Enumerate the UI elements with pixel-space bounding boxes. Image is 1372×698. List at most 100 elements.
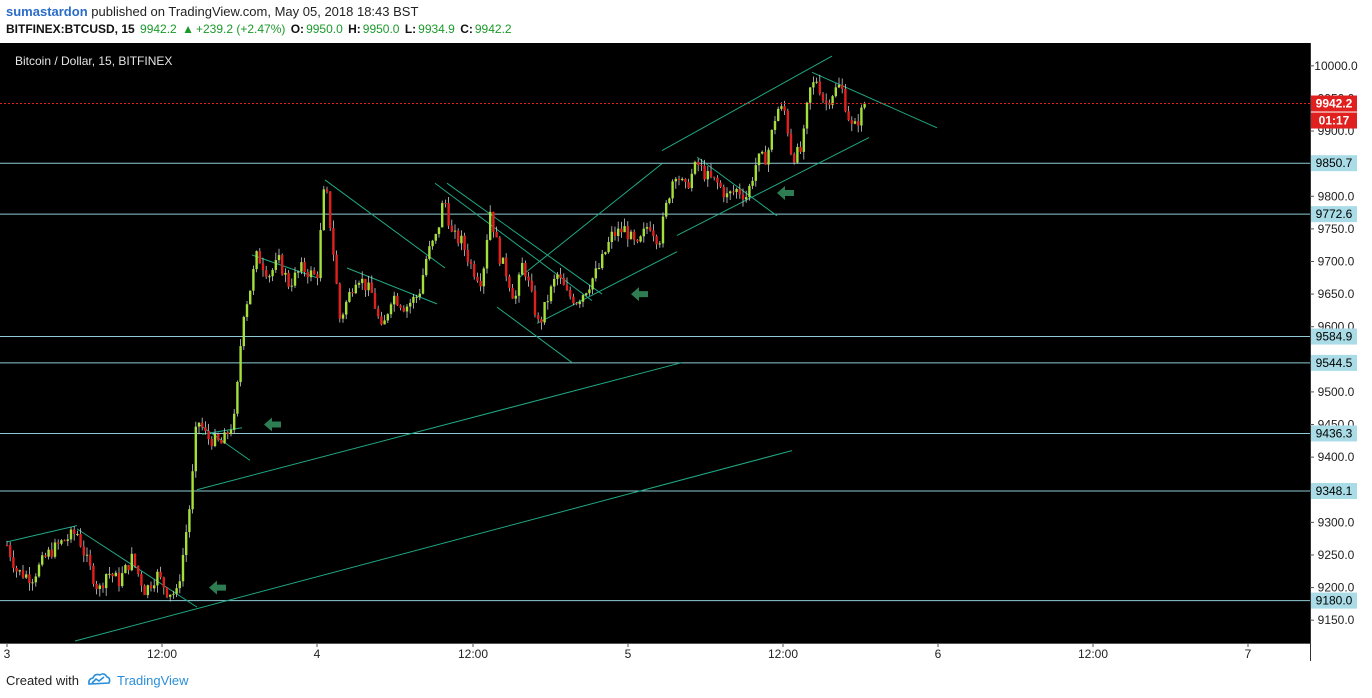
candle[interactable] xyxy=(553,278,556,287)
candle[interactable] xyxy=(543,301,546,323)
candle[interactable] xyxy=(815,81,818,83)
candle[interactable] xyxy=(444,203,447,205)
candle[interactable] xyxy=(287,272,290,287)
candle[interactable] xyxy=(591,278,594,290)
candle[interactable] xyxy=(223,432,226,444)
candle[interactable] xyxy=(479,280,482,287)
candle[interactable] xyxy=(457,230,460,244)
candle[interactable] xyxy=(127,565,130,571)
candle[interactable] xyxy=(565,285,569,290)
candle[interactable] xyxy=(101,585,105,589)
candle[interactable] xyxy=(652,230,655,237)
candle[interactable] xyxy=(809,87,812,103)
candle[interactable] xyxy=(194,426,197,472)
candle[interactable] xyxy=(60,540,63,544)
candle[interactable] xyxy=(370,282,373,293)
candle[interactable] xyxy=(309,270,313,278)
candle[interactable] xyxy=(156,571,159,586)
candle[interactable] xyxy=(66,539,69,541)
candle[interactable] xyxy=(249,290,252,305)
candle[interactable] xyxy=(175,588,178,594)
candle[interactable] xyxy=(741,194,745,200)
candle[interactable] xyxy=(812,82,815,88)
candle[interactable] xyxy=(549,286,553,302)
candle[interactable] xyxy=(581,295,585,302)
candle[interactable] xyxy=(277,255,281,261)
candle[interactable] xyxy=(95,583,98,590)
candle[interactable] xyxy=(393,295,396,305)
candle[interactable] xyxy=(409,302,412,307)
candle[interactable] xyxy=(217,434,220,440)
trendline[interactable] xyxy=(696,156,778,217)
candle[interactable] xyxy=(271,269,274,277)
candle[interactable] xyxy=(725,193,729,198)
candle[interactable] xyxy=(367,282,370,291)
candle[interactable] xyxy=(748,185,751,198)
candle[interactable] xyxy=(121,573,124,587)
candle[interactable] xyxy=(108,573,111,575)
candle[interactable] xyxy=(690,173,693,189)
candle[interactable] xyxy=(34,576,37,583)
candle[interactable] xyxy=(402,307,405,312)
candle[interactable] xyxy=(313,270,316,275)
candle[interactable] xyxy=(41,555,44,565)
arrow-marker[interactable] xyxy=(631,287,648,302)
candle[interactable] xyxy=(98,585,101,590)
candle[interactable] xyxy=(405,306,409,312)
candle[interactable] xyxy=(415,296,418,298)
candle[interactable] xyxy=(37,564,41,577)
candle[interactable] xyxy=(517,274,521,296)
candle[interactable] xyxy=(693,161,697,174)
candle[interactable] xyxy=(719,182,722,187)
candle[interactable] xyxy=(661,216,665,244)
candle[interactable] xyxy=(703,165,706,180)
candle[interactable] xyxy=(767,149,770,165)
candle[interactable] xyxy=(681,178,684,181)
candle[interactable] xyxy=(841,84,844,89)
candle[interactable] xyxy=(770,129,773,150)
candle[interactable] xyxy=(76,534,79,536)
candle[interactable] xyxy=(469,261,473,265)
candle[interactable] xyxy=(466,249,469,262)
candle[interactable] xyxy=(511,287,514,299)
candle[interactable] xyxy=(757,153,761,166)
candle[interactable] xyxy=(639,236,642,242)
candle[interactable] xyxy=(732,191,735,193)
candle[interactable] xyxy=(697,161,700,166)
trendline[interactable] xyxy=(518,163,663,279)
candle[interactable] xyxy=(348,292,351,302)
candle[interactable] xyxy=(300,262,303,272)
candle[interactable] xyxy=(380,316,383,325)
candle[interactable] xyxy=(706,171,709,180)
candle[interactable] xyxy=(85,554,89,556)
candle[interactable] xyxy=(124,565,127,574)
candle[interactable] xyxy=(5,545,9,547)
candle[interactable] xyxy=(802,128,805,152)
candle[interactable] xyxy=(322,189,325,231)
candle[interactable] xyxy=(82,546,85,556)
candle[interactable] xyxy=(604,252,607,255)
trendline[interactable] xyxy=(196,362,683,491)
candle[interactable] xyxy=(268,276,271,278)
candle[interactable] xyxy=(255,251,258,270)
candle[interactable] xyxy=(226,432,229,435)
candle[interactable] xyxy=(764,151,767,165)
arrow-marker[interactable] xyxy=(264,417,281,432)
candle[interactable] xyxy=(188,509,191,533)
candle[interactable] xyxy=(236,381,239,414)
candle[interactable] xyxy=(351,292,354,294)
candle[interactable] xyxy=(386,314,389,321)
candle[interactable] xyxy=(220,439,223,444)
candle[interactable] xyxy=(857,121,860,126)
candle[interactable] xyxy=(252,269,255,291)
candle[interactable] xyxy=(137,565,140,574)
candle[interactable] xyxy=(716,177,719,183)
candle[interactable] xyxy=(261,263,265,271)
candle[interactable] xyxy=(92,565,95,584)
candle[interactable] xyxy=(524,263,527,277)
candle[interactable] xyxy=(575,303,578,305)
candle[interactable] xyxy=(89,554,92,566)
candle[interactable] xyxy=(844,88,847,112)
candle[interactable] xyxy=(21,570,25,578)
candle[interactable] xyxy=(633,231,636,240)
